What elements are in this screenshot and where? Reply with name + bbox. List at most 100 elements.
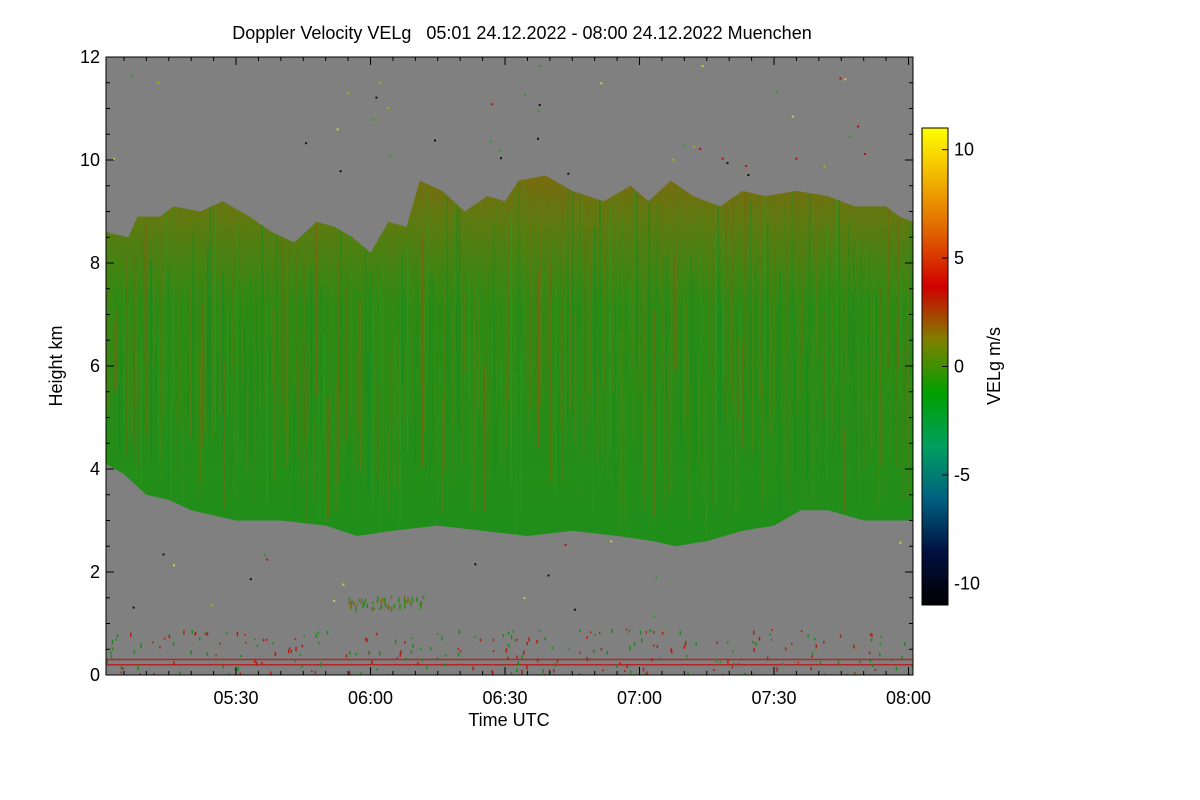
cloud-streak [108, 284, 111, 414]
cloud-streak [594, 227, 596, 410]
clutter-speckle [272, 642, 274, 645]
cloud-streak [722, 230, 725, 380]
clutter-speckle [633, 642, 636, 647]
cloud-streak [461, 216, 463, 465]
y-tick-label: 12 [80, 47, 100, 67]
cloud-streak [281, 205, 283, 404]
cloud-streak [217, 355, 219, 448]
low-echo-patch [384, 602, 387, 608]
clutter-speckle [870, 638, 873, 642]
clutter-speckle [890, 659, 893, 662]
cloud-streak [212, 230, 214, 439]
clutter-speckle [295, 646, 297, 652]
cloud-streak [544, 297, 547, 393]
cloud-streak [606, 388, 609, 477]
cloud-streak [209, 188, 212, 444]
cloud-streak [305, 365, 308, 524]
cloud-streak [364, 187, 367, 397]
cloud-streak [818, 370, 821, 482]
noise-speckle [538, 65, 541, 68]
clutter-speckle [516, 638, 518, 641]
cloud-streak [616, 181, 618, 458]
clutter-speckle [679, 631, 681, 635]
x-tick-label: 06:30 [482, 688, 527, 708]
clutter-speckle [179, 671, 181, 675]
clutter-speckle [869, 633, 872, 636]
cloud-streak [675, 177, 678, 369]
cloud-streak [404, 344, 406, 423]
clutter-speckle [628, 630, 631, 633]
clutter-speckle [641, 638, 643, 643]
cloud-streak [374, 302, 377, 484]
clutter-speckle [348, 671, 351, 675]
cloud-streak [589, 187, 591, 394]
clutter-speckle [656, 645, 659, 648]
low-echo-patch [351, 601, 353, 605]
low-echo-patch [387, 604, 389, 610]
clutter-speckle [548, 669, 551, 672]
clutter-speckle [317, 631, 319, 634]
clutter-speckle [261, 661, 263, 666]
low-echo-patch [381, 597, 384, 601]
cloud-streak [902, 347, 905, 503]
clutter-speckle [901, 655, 903, 660]
cloud-streak [766, 222, 769, 419]
clutter-speckle [301, 644, 304, 648]
clutter-speckle [289, 647, 291, 650]
cloud-streak [473, 264, 475, 511]
clutter-speckle [510, 672, 513, 674]
cloud-streak [801, 246, 803, 356]
clutter-speckle [514, 639, 516, 642]
clutter-speckle [502, 664, 504, 666]
cloud-streak [125, 254, 128, 456]
noise-speckle [333, 599, 336, 602]
low-echo-patch [350, 602, 352, 606]
y-tick-label: 4 [90, 459, 100, 479]
clutter-speckle [111, 647, 114, 651]
clutter-speckle [732, 650, 734, 653]
low-echo-patch [393, 604, 396, 609]
clutter-speckle [642, 667, 645, 672]
y-tick-label: 0 [90, 665, 100, 685]
clutter-speckle [629, 646, 631, 651]
cloud-streak [194, 212, 197, 404]
cloud-streak [485, 251, 488, 439]
cloud-streak [641, 254, 643, 497]
cloud-streak [554, 287, 557, 491]
cloud-streak [535, 279, 537, 424]
clutter-speckle [823, 673, 826, 675]
cloud-streak [900, 272, 902, 404]
clutter-speckle [459, 650, 462, 653]
cloud-streak [165, 212, 167, 434]
cloud-streak [658, 379, 660, 470]
clutter-speckle [645, 631, 647, 634]
clutter-speckle [349, 651, 351, 655]
clutter-speckle [111, 639, 114, 645]
cloud-streak [397, 327, 399, 492]
cloud-streak [283, 298, 286, 435]
noise-speckle [372, 118, 375, 121]
clutter-speckle [770, 639, 773, 641]
noise-speckle [844, 78, 847, 81]
clutter-speckle [904, 642, 906, 646]
cloud-streak [724, 183, 727, 420]
cloud-streak [315, 185, 318, 397]
cloud-streak [581, 267, 584, 462]
cloud-streak [880, 287, 882, 465]
cloud-streak [732, 187, 734, 405]
cloud-streak [737, 335, 739, 421]
cloud-streak [633, 179, 636, 445]
cloud-streak [828, 259, 831, 396]
clutter-speckle [769, 633, 771, 636]
clutter-speckle [294, 638, 297, 641]
cloud-streak [707, 232, 710, 376]
clutter-speckle [153, 672, 155, 675]
clutter-speckle [190, 650, 192, 655]
cloud-streak [512, 175, 515, 418]
clutter-speckle [191, 630, 193, 634]
noise-speckle [524, 94, 527, 97]
clutter-speckle [516, 668, 518, 672]
low-echo-patch [409, 600, 412, 604]
clutter-speckle [507, 631, 510, 635]
cloud-streak [246, 388, 249, 470]
